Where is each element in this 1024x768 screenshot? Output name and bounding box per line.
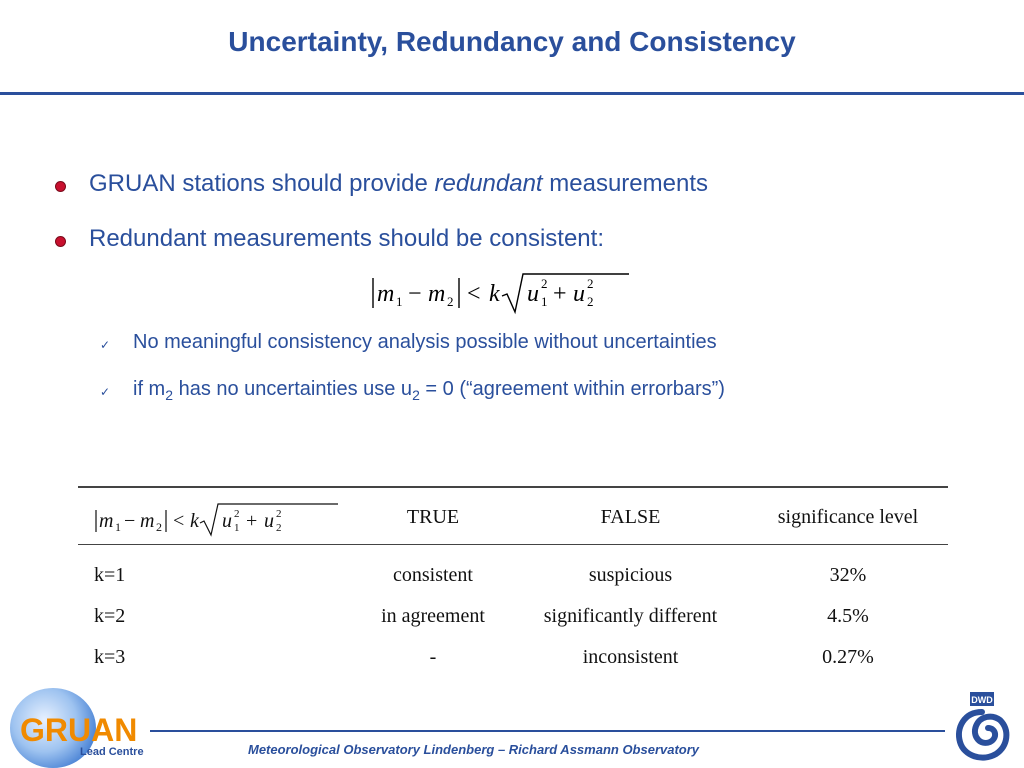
svg-text:+: + xyxy=(553,281,567,307)
svg-text:2: 2 xyxy=(541,276,548,291)
table-cell-significance: 4.5% xyxy=(827,605,869,627)
table-top-rule xyxy=(78,486,948,488)
bullet-text-part: GRUAN stations should provide xyxy=(89,170,435,197)
svg-text:+: + xyxy=(246,510,257,532)
table-header-true: TRUE xyxy=(406,506,460,528)
check-text-part: if m xyxy=(133,378,166,400)
globe-icon xyxy=(10,688,96,768)
check-text-part: = 0 (“agreement within errorbars”) xyxy=(419,378,725,400)
title-divider xyxy=(0,92,1024,95)
table-cell-true: consistent xyxy=(393,564,473,586)
svg-text:k: k xyxy=(489,281,500,307)
consistency-formula: m 1 − m 2 < k u 1 2 + u 2 2 xyxy=(372,273,629,315)
gruan-logo-word: GRUAN xyxy=(20,712,138,748)
svg-text:u: u xyxy=(264,510,274,532)
table-cell-false: significantly different xyxy=(543,605,718,627)
svg-text:<: < xyxy=(173,510,184,532)
lead-centre-label: Lead Centre xyxy=(80,746,144,758)
svg-text:2: 2 xyxy=(234,508,240,520)
table-header-formula: m 1 − m 2 < k u 1 2 + u 2 2 xyxy=(95,503,338,537)
svg-text:2: 2 xyxy=(587,294,594,309)
slide-title: Uncertainty, Redundancy and Consistency xyxy=(228,26,796,57)
table-cell-true: - xyxy=(429,646,437,668)
dwd-logo-box xyxy=(970,692,994,706)
svg-text:m: m xyxy=(99,510,113,532)
svg-text:2: 2 xyxy=(156,520,162,534)
table-cell-k: k=2 xyxy=(94,605,126,627)
svg-text:u: u xyxy=(222,510,232,532)
svg-text:1: 1 xyxy=(115,520,121,534)
check-text-part: has no uncertainties use u xyxy=(173,378,413,400)
svg-text:k: k xyxy=(190,510,200,532)
table-header-false: FALSE xyxy=(600,506,661,528)
subscript: 2 xyxy=(165,387,174,403)
svg-text:1: 1 xyxy=(396,294,403,309)
table-cell-k: k=3 xyxy=(94,646,126,668)
svg-text:−: − xyxy=(408,281,422,307)
check-text: No meaningful consistency analysis possi… xyxy=(133,331,717,353)
subscript: 2 xyxy=(412,387,420,403)
table-header-significance: significance level xyxy=(777,506,919,528)
svg-text:2: 2 xyxy=(587,276,594,291)
svg-text:2: 2 xyxy=(447,294,454,309)
svg-text:m: m xyxy=(377,281,394,307)
svg-text:m: m xyxy=(428,281,445,307)
bullet-text: Redundant measurements should be consist… xyxy=(89,225,604,252)
dwd-logo: DWD xyxy=(956,692,1010,761)
bullet-text-part: measurements xyxy=(542,170,708,197)
svg-text:<: < xyxy=(467,281,481,307)
table-header-rule xyxy=(78,544,948,545)
footer-divider xyxy=(150,730,945,732)
svg-text:u: u xyxy=(527,281,539,307)
table-cell-k: k=1 xyxy=(94,564,126,586)
bullet-text: GRUAN stations should provide redundant … xyxy=(89,170,708,198)
svg-text:u: u xyxy=(573,281,585,307)
table-cell-false: suspicious xyxy=(588,564,673,586)
checkmark-icon: ✓ xyxy=(100,385,111,399)
svg-text:2: 2 xyxy=(276,522,282,534)
svg-text:2: 2 xyxy=(276,508,282,520)
svg-text:m: m xyxy=(140,510,154,532)
dwd-logo-text: DWD xyxy=(971,695,993,705)
bullet-dot-icon xyxy=(55,236,66,247)
footer-text: Meteorological Observatory Lindenberg – … xyxy=(248,742,700,757)
bullet-emphasis: redundant xyxy=(434,170,543,197)
svg-text:1: 1 xyxy=(234,522,240,534)
svg-text:−: − xyxy=(124,510,135,532)
table-cell-significance: 0.27% xyxy=(822,646,874,668)
dwd-spiral-icon xyxy=(956,709,1010,761)
check-text: if m2 has no uncertainties use u2 = 0 (“… xyxy=(133,378,725,403)
gruan-logo: GRUAN Lead Centre xyxy=(0,686,170,768)
table-cell-true: in agreement xyxy=(381,605,485,627)
table-cell-false: inconsistent xyxy=(582,646,679,668)
svg-text:1: 1 xyxy=(541,294,548,309)
checkmark-icon: ✓ xyxy=(100,338,111,352)
bullet-dot-icon xyxy=(55,181,66,192)
table-cell-significance: 32% xyxy=(829,564,867,586)
